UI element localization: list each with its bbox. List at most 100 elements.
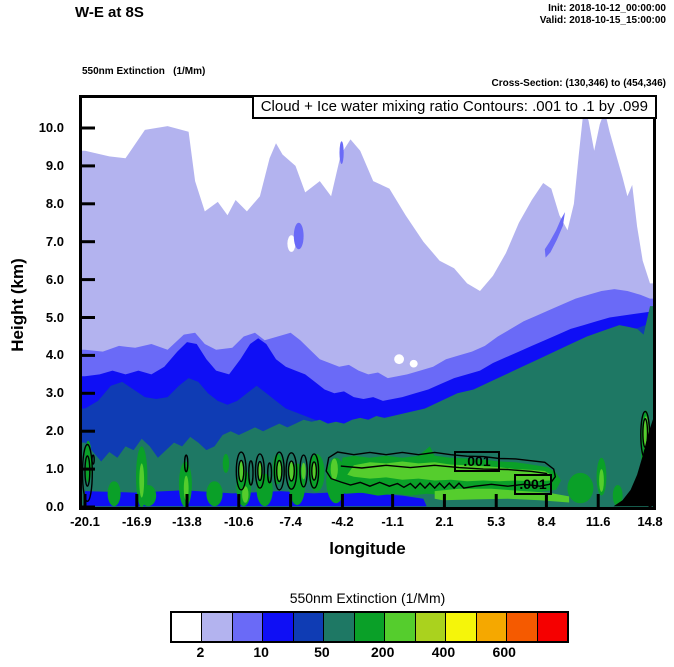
x-tick-label: 14.8 [637,514,663,529]
contour-blob [612,485,623,507]
x-tick-label: -7.4 [279,514,302,529]
contour-patch [544,212,565,258]
x-tick-label: -16.9 [121,514,152,529]
contour-label-box [454,451,500,472]
y-tick-label: 7.0 [45,233,64,249]
colorbar-cell [172,613,202,641]
x-tick-label: -13.8 [172,514,202,529]
contour-blob [206,481,223,507]
x-tick-label: 11.6 [585,514,611,529]
contour-blob [222,453,230,473]
init-time: Init: 2018-10-12_00:00:00 [548,3,666,14]
x-tick-label: -1.1 [381,514,404,529]
x-axis-title: longitude [329,539,406,558]
field-info-extinction: 550nm Extinction (1/Mm) [82,66,206,77]
contour-label: .001 [519,476,546,492]
x-tick-label: -4.2 [331,514,354,529]
mixing-ratio-contour [248,460,254,486]
mixing-ratio-contour [325,451,557,490]
mixing-ratio-contour [237,459,245,483]
x-tick-label: 5.3 [487,514,506,529]
contour-blob [301,462,306,480]
x-tick-label: -20.1 [70,514,100,529]
mixing-ratio-contour [311,461,318,481]
y-tick-label: 3.0 [45,385,64,401]
mixing-ratio-contour [267,462,273,484]
y-tick-label: 9.0 [45,157,64,173]
y-tick-label: 2.0 [45,423,64,439]
colorbar-cell [231,613,263,641]
plot-area: .001 .001 Cloud + Ice water mixing ratio … [8,95,663,558]
mixing-ratio-contour [254,453,266,489]
contour-blob [287,235,296,252]
contour-blob [140,485,157,507]
mixing-ratio-contour [84,455,91,487]
mixing-ratio-contour [273,451,285,491]
y-tick-label: 8.0 [45,195,64,211]
mixing-ratio-contour [287,460,296,482]
mixing-ratio-contour [275,459,283,483]
colorbar-cell [292,613,324,641]
mixing-ratio-contour [81,443,93,502]
contour-blob [409,359,418,368]
page-title: W-E at 8S [75,4,144,21]
contour-blob [394,354,404,365]
plot-canvas: .001 .001 [79,95,656,510]
contour-blob [311,462,317,480]
colorbar [170,611,569,643]
contour-patch [613,410,656,507]
mixing-ratio-contour [91,454,95,465]
valid-time: Valid: 2018-10-15_15:00:00 [539,15,666,26]
colorbar-tick-label: 50 [314,644,330,660]
run-times: Init: 2018-10-12_00:00:00 Valid: 2018-10… [540,3,666,27]
mixing-ratio-contour [299,454,308,488]
colorbar-tick-label: 10 [253,644,269,660]
cross-section-label: Cross-Section: (130,346) to (454,346) [491,78,666,89]
colorbar-cell [506,613,537,641]
contour-blob [277,461,282,481]
colorbar-cell [536,613,568,641]
contour-blob [258,462,262,480]
contour-patch [434,488,570,503]
contour-label-box [514,474,552,495]
contour-blob [238,461,244,481]
colorbar-title: 550nm Extinction (1/Mm) [289,590,446,606]
x-tick-label: 2.1 [435,514,454,529]
mixing-ratio-contour [340,464,548,475]
mixing-ratio-contour [285,452,298,490]
contour-blob [242,486,249,503]
mixing-ratio-contour [257,460,263,482]
x-tick-label: -10.6 [223,514,254,529]
contour-blob [293,222,304,250]
contour-blob [139,463,145,498]
contour-blob [567,472,594,504]
colorbar-tick-label: 400 [431,644,456,660]
y-tick-label: 0.0 [45,499,64,514]
colorbar-cell [414,613,446,641]
y-tick-label: 10.0 [38,120,64,135]
colorbar-cell [323,613,354,641]
colorbar-cell [445,613,476,641]
contour-blob [107,481,121,507]
contour-blob [599,469,604,492]
mixing-ratio-contour [308,453,320,489]
colorbar-tick-label: 600 [492,644,516,660]
colorbar-cell [353,613,385,641]
contour-blob [339,141,344,164]
x-tick-label: 8.4 [537,514,556,529]
colorbar-tick-label: 200 [371,644,395,660]
colorbar-cell [201,613,232,641]
mixing-ratio-contour [235,451,247,491]
contour-blob [288,461,295,481]
y-tick-label: 5.0 [45,309,64,325]
colorbar-cell [384,613,415,641]
y-tick-label: 6.0 [45,271,64,287]
y-tick-label: 1.0 [45,461,64,477]
mixing-ratio-contour [183,454,189,473]
contour-blob [330,458,338,480]
contour-banner: Cloud + Ice water mixing ratio Contours:… [251,95,657,119]
colorbar-cell [475,613,507,641]
colorbar-tick-label: 2 [196,644,205,660]
colorbar-cell [262,613,293,641]
